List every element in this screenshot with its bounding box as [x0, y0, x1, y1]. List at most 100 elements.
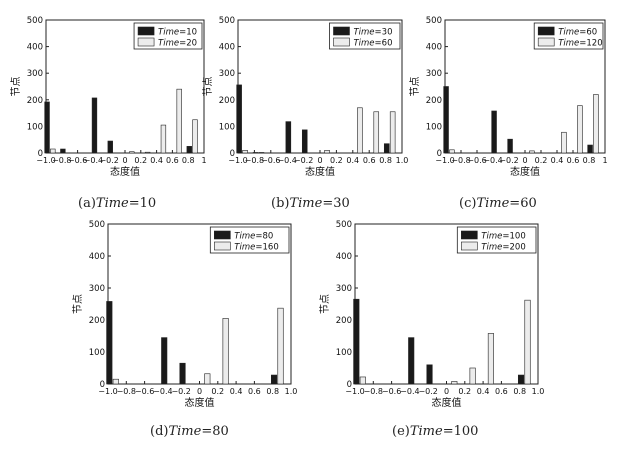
bar-dark [270, 374, 278, 385]
x-tick-label: 1 [201, 156, 206, 165]
x-tick-label: 0.8 [379, 156, 392, 165]
y-tick-label: 500 [336, 220, 352, 230]
y-axis-label: 节点 [10, 77, 22, 97]
bar-light [204, 373, 211, 385]
x-tick-label: 1.0 [532, 387, 545, 396]
x-axis-label: 态度值 [432, 396, 462, 409]
bar-dark [353, 298, 360, 385]
y-tick-label: 500 [27, 16, 43, 26]
y-tick-label: 0 [230, 149, 235, 159]
x-tick-label: −0.2 [99, 156, 118, 165]
bar-dark [285, 121, 292, 154]
legend-label: Time=80 [234, 232, 273, 242]
y-tick-label: 400 [89, 252, 105, 262]
bar-light [359, 376, 366, 385]
x-tick-label: 0 [122, 156, 127, 165]
bar-light [222, 318, 229, 385]
y-tick-label: 200 [219, 96, 235, 106]
legend-swatch [537, 26, 555, 36]
x-tick-label: −0.6 [382, 387, 401, 396]
caption-d: (d)Time=80 [150, 424, 229, 439]
legend-swatch [137, 37, 155, 47]
bar-dark [587, 144, 593, 154]
x-axis-label: 态度值 [185, 396, 215, 409]
x-axis-label: 态度值 [510, 165, 540, 178]
bar-dark [383, 143, 390, 154]
bar-light [524, 299, 531, 385]
x-tick-label: −0.2 [418, 387, 437, 396]
x-tick-label: 0.4 [477, 387, 490, 396]
bar-light [144, 151, 151, 154]
y-tick-label: 100 [426, 122, 442, 132]
y-tick-label: 0 [347, 380, 352, 390]
legend-label: Time=10 [158, 28, 197, 38]
y-tick-label: 400 [336, 252, 352, 262]
bar-light [112, 378, 119, 385]
x-tick-label: 0.6 [495, 387, 508, 396]
x-tick-label: 0.2 [134, 156, 147, 165]
x-tick-label: 0.8 [182, 156, 195, 165]
legend-swatch [333, 26, 350, 36]
x-tick-label: −0.4 [483, 156, 502, 165]
bar-light [192, 119, 198, 154]
bar-dark [426, 364, 433, 385]
x-tick-label: 0.6 [248, 387, 261, 396]
legend-label: Time=30 [353, 28, 392, 38]
legend-swatch [461, 241, 478, 251]
x-tick-label: 0.4 [150, 156, 163, 165]
x-tick-label: 0.4 [346, 156, 359, 165]
legend-label: Time=100 [481, 232, 525, 242]
y-tick-label: 500 [426, 16, 442, 26]
y-tick-label: 300 [27, 69, 43, 79]
y-tick-label: 400 [219, 43, 235, 53]
bar-dark [186, 146, 192, 154]
x-tick-label: 0.2 [458, 387, 471, 396]
x-tick-label: −0.8 [52, 156, 71, 165]
y-tick-label: 400 [27, 43, 43, 53]
bar-light [577, 105, 583, 154]
x-tick-label: −0.4 [277, 156, 296, 165]
x-tick-label: 0.8 [513, 387, 526, 396]
bar-light [561, 131, 567, 154]
legend-swatch [461, 230, 478, 240]
x-tick-label: −0.6 [261, 156, 280, 165]
y-tick-label: 200 [336, 316, 352, 326]
x-tick-label: 0 [197, 387, 202, 396]
y-tick-label: 100 [219, 122, 235, 132]
x-tick-label: −0.4 [400, 387, 419, 396]
x-tick-label: 0.4 [230, 387, 243, 396]
y-tick-label: 100 [336, 348, 352, 358]
bar-light [449, 149, 455, 154]
x-tick-label: −0.8 [117, 387, 136, 396]
bar-dark [179, 362, 186, 385]
bar-dark [236, 84, 242, 154]
y-tick-label: 400 [426, 43, 442, 53]
bar-light [487, 333, 494, 385]
y-tick-label: 200 [89, 316, 105, 326]
x-tick-label: 0.2 [330, 156, 343, 165]
bar-light [324, 150, 330, 154]
x-tick-label: −0.4 [84, 156, 103, 165]
bar-light [242, 150, 248, 154]
bar-light [389, 111, 396, 154]
chart-b: 0 100 200 300 400 500 −1.0−0.8−0.6−0.4−0.2 0 0.2… [202, 16, 408, 178]
y-tick-label: 0 [100, 380, 105, 390]
legend-label: Time=200 [481, 243, 525, 253]
y-axis-label: 节点 [319, 294, 331, 314]
x-tick-label: −0.2 [499, 156, 518, 165]
bar-dark [301, 129, 308, 154]
chart-e: 0 100 200 300 400 500 −1.0−0.8−0.6−0.4−0.2 0 0.2… [319, 220, 544, 409]
y-tick-label: 500 [89, 220, 105, 230]
bar-light [277, 307, 284, 385]
x-tick-label: 0 [522, 156, 527, 165]
legend-label: Time=60 [558, 28, 597, 38]
bar-dark [507, 138, 513, 154]
bar-dark [161, 337, 168, 385]
caption-a: (a)Time=10 [78, 196, 157, 211]
bar-light [258, 152, 265, 154]
x-tick-label: −0.2 [294, 156, 313, 165]
y-tick-label: 0 [38, 149, 43, 159]
y-tick-label: 200 [426, 96, 442, 106]
legend-swatch [214, 241, 231, 251]
bar-light [160, 124, 167, 154]
